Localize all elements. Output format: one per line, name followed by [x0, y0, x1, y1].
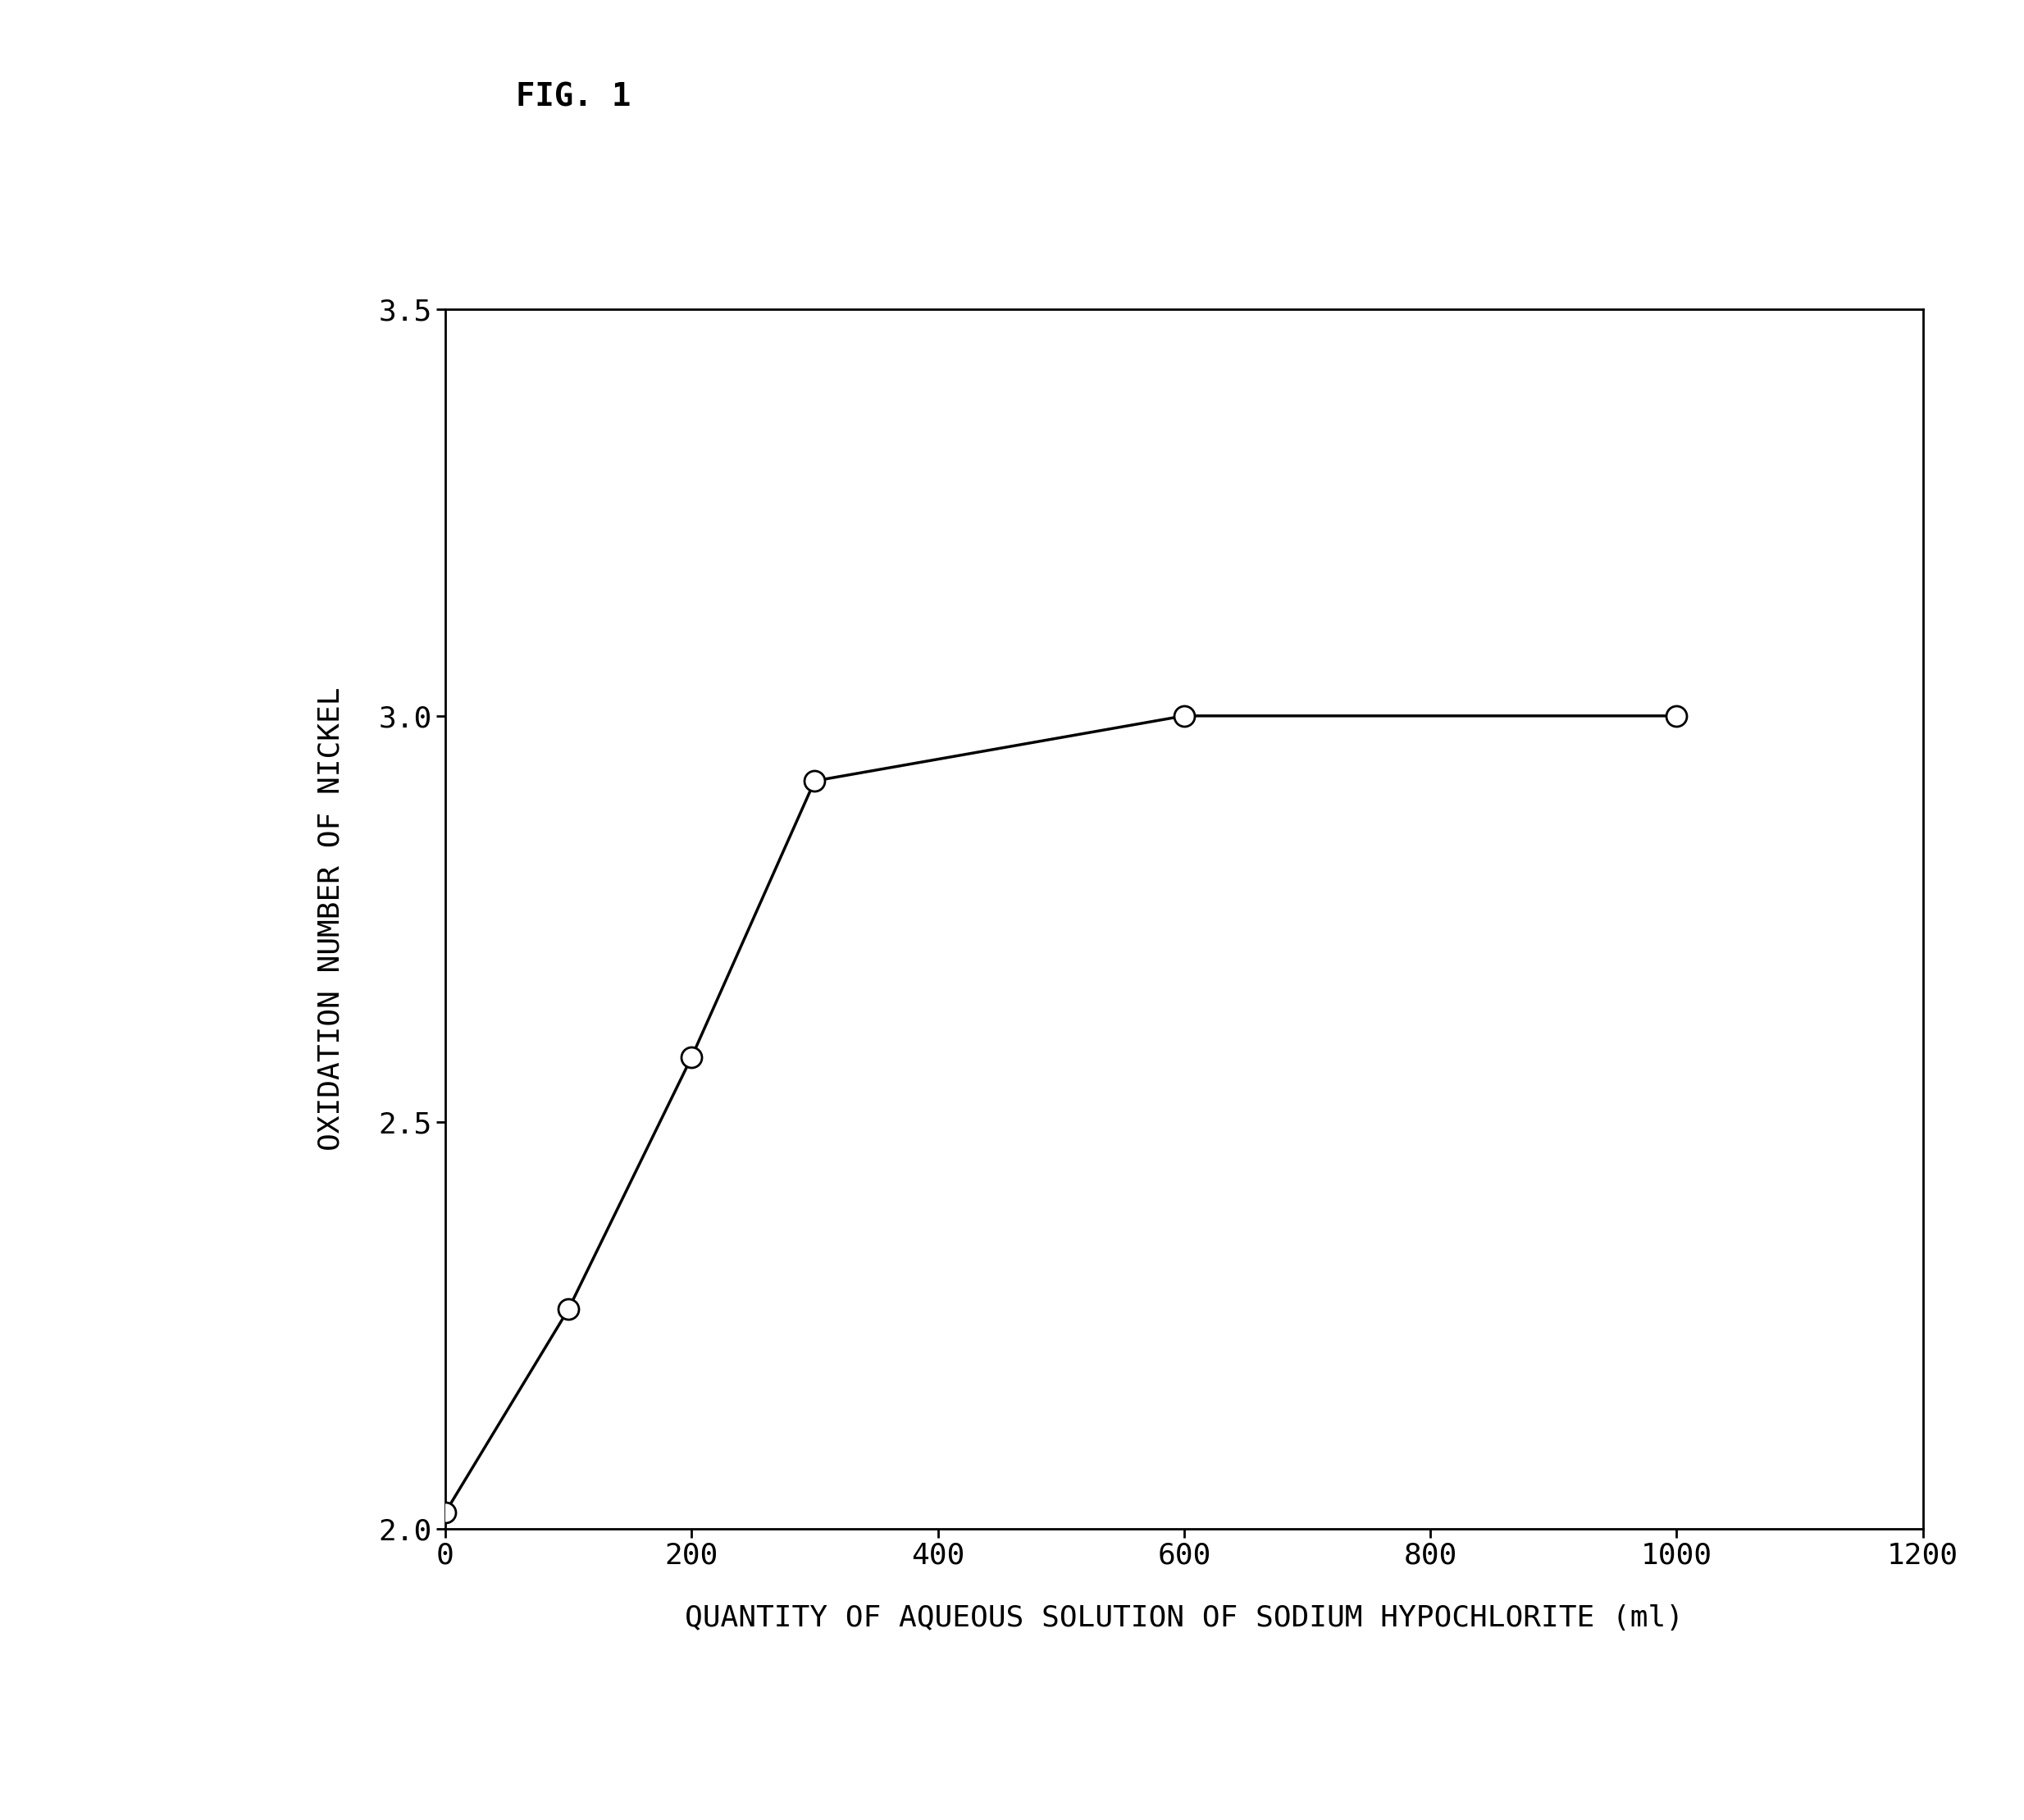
Text: FIG. 1: FIG. 1	[516, 82, 631, 113]
Y-axis label: OXIDATION NUMBER OF NICKEL: OXIDATION NUMBER OF NICKEL	[316, 688, 344, 1150]
X-axis label: QUANTITY OF AQUEOUS SOLUTION OF SODIUM HYPOCHLORITE (ml): QUANTITY OF AQUEOUS SOLUTION OF SODIUM H…	[684, 1603, 1684, 1633]
